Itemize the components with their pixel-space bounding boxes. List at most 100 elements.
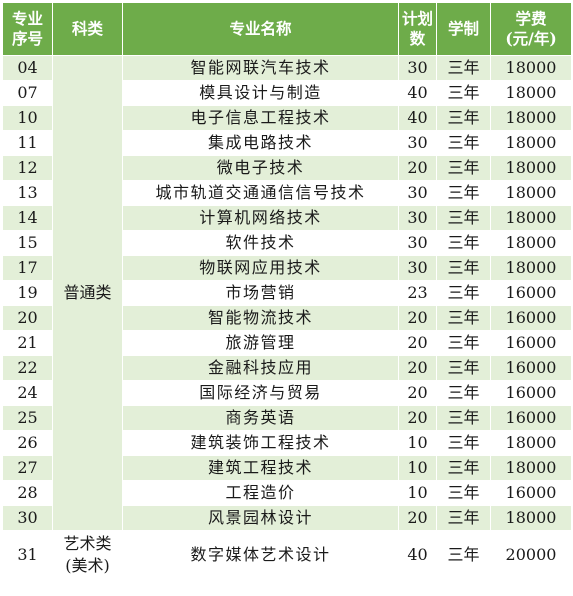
cell-major-id: 15 xyxy=(2,230,53,256)
enrollment-plan-table: 专业 序号 科类 专业名称 计划 数 学制 学费 (元/年) 04 普通类 智能网联… xyxy=(2,2,572,579)
header-major-id: 专业 序号 xyxy=(2,2,53,56)
cell-major-name: 物联网应用技术 xyxy=(122,255,399,281)
cell-tuition: 16000 xyxy=(490,355,572,381)
cell-major-id: 04 xyxy=(2,55,53,81)
cell-tuition: 16000 xyxy=(490,305,572,331)
cell-duration: 三年 xyxy=(436,55,491,81)
cell-plan-count: 20 xyxy=(398,405,437,431)
cell-plan-count: 20 xyxy=(398,330,437,356)
table-body: 04 普通类 智能网联汽车技术 30 三年 18000 07 模具设计与制造 40 三年 18000… xyxy=(2,55,572,579)
cell-major-id: 27 xyxy=(2,455,53,481)
cell-tuition: 18000 xyxy=(490,205,572,231)
table-row: 07 模具设计与制造 40 三年 18000 xyxy=(2,80,572,106)
table-row: 30 风景园林设计 20 三年 18000 xyxy=(2,505,572,531)
cell-plan-count: 30 xyxy=(398,130,437,156)
cell-plan-count: 30 xyxy=(398,230,437,256)
cell-tuition: 16000 xyxy=(490,380,572,406)
cell-plan-count: 30 xyxy=(398,180,437,206)
table-row: 15 软件技术 30 三年 18000 xyxy=(2,230,572,256)
cell-major-id: 13 xyxy=(2,180,53,206)
table-row: 21 旅游管理 20 三年 16000 xyxy=(2,330,572,356)
enrollment-table-container: 专业 序号 科类 专业名称 计划 数 学制 学费 (元/年) 04 普通类 智能网联… xyxy=(2,2,572,579)
cell-tuition: 18000 xyxy=(490,180,572,206)
header-tuition: 学费 (元/年) xyxy=(490,2,572,56)
table-row: 04 普通类 智能网联汽车技术 30 三年 18000 xyxy=(2,55,572,531)
cell-tuition: 16000 xyxy=(490,330,572,356)
cell-plan-count: 10 xyxy=(398,430,437,456)
cell-tuition: 18000 xyxy=(490,455,572,481)
cell-plan-count: 20 xyxy=(398,355,437,381)
cell-tuition: 20000 xyxy=(490,530,572,579)
cell-tuition: 18000 xyxy=(490,230,572,256)
table-row: 24 国际经济与贸易 20 三年 16000 xyxy=(2,380,572,406)
cell-category-general: 普通类 xyxy=(52,55,123,531)
cell-duration: 三年 xyxy=(436,255,491,281)
cell-major-id: 10 xyxy=(2,105,53,131)
category-art-line1: 艺术类 xyxy=(63,533,112,553)
table-row: 14 计算机网络技术 30 三年 18000 xyxy=(2,205,572,231)
table-row: 31 艺术类 (美术) 数字媒体艺术设计 40 三年 20000 xyxy=(2,530,572,579)
cell-major-name: 智能物流技术 xyxy=(122,305,399,331)
cell-plan-count: 40 xyxy=(398,530,437,579)
cell-tuition: 18000 xyxy=(490,505,572,531)
cell-duration: 三年 xyxy=(436,80,491,106)
cell-major-id: 11 xyxy=(2,130,53,156)
cell-major-name: 金融科技应用 xyxy=(122,355,399,381)
table-row: 22 金融科技应用 20 三年 16000 xyxy=(2,355,572,381)
cell-tuition: 16000 xyxy=(490,280,572,306)
cell-major-name: 计算机网络技术 xyxy=(122,205,399,231)
header-category: 科类 xyxy=(52,2,123,56)
cell-major-id: 28 xyxy=(2,480,53,506)
cell-major-name: 软件技术 xyxy=(122,230,399,256)
cell-major-name: 商务英语 xyxy=(122,405,399,431)
header-plan-count: 计划 数 xyxy=(398,2,437,56)
cell-major-id: 20 xyxy=(2,305,53,331)
cell-plan-count: 40 xyxy=(398,80,437,106)
cell-major-id: 21 xyxy=(2,330,53,356)
cell-duration: 三年 xyxy=(436,480,491,506)
cell-plan-count: 10 xyxy=(398,480,437,506)
cell-plan-count: 30 xyxy=(398,205,437,231)
cell-major-id: 24 xyxy=(2,380,53,406)
header-major-name: 专业名称 xyxy=(122,2,399,56)
cell-tuition: 18000 xyxy=(490,155,572,181)
table-row: 25 商务英语 20 三年 16000 xyxy=(2,405,572,431)
cell-duration: 三年 xyxy=(436,130,491,156)
cell-major-name: 智能网联汽车技术 xyxy=(122,55,399,81)
cell-major-id: 17 xyxy=(2,255,53,281)
cell-plan-count: 20 xyxy=(398,380,437,406)
cell-major-name: 建筑装饰工程技术 xyxy=(122,430,399,456)
cell-major-id: 12 xyxy=(2,155,53,181)
table-row: 17 物联网应用技术 30 三年 18000 xyxy=(2,255,572,281)
cell-major-id: 31 xyxy=(2,530,53,579)
header-duration: 学制 xyxy=(436,2,491,56)
cell-tuition: 18000 xyxy=(490,80,572,106)
cell-tuition: 18000 xyxy=(490,105,572,131)
cell-tuition: 18000 xyxy=(490,255,572,281)
cell-major-name: 工程造价 xyxy=(122,480,399,506)
table-row: 28 工程造价 10 三年 16000 xyxy=(2,480,572,506)
cell-duration: 三年 xyxy=(436,330,491,356)
cell-major-id: 30 xyxy=(2,505,53,531)
cell-plan-count: 23 xyxy=(398,280,437,306)
cell-major-name: 电子信息工程技术 xyxy=(122,105,399,131)
cell-tuition: 16000 xyxy=(490,480,572,506)
cell-duration: 三年 xyxy=(436,280,491,306)
category-art-line2: (美术) xyxy=(65,555,110,575)
cell-tuition: 16000 xyxy=(490,405,572,431)
cell-tuition: 18000 xyxy=(490,55,572,81)
cell-major-name: 城市轨道交通通信信号技术 xyxy=(122,180,399,206)
table-row: 13 城市轨道交通通信信号技术 30 三年 18000 xyxy=(2,180,572,206)
cell-duration: 三年 xyxy=(436,180,491,206)
cell-duration: 三年 xyxy=(436,105,491,131)
table-row: 10 电子信息工程技术 40 三年 18000 xyxy=(2,105,572,131)
cell-duration: 三年 xyxy=(436,355,491,381)
cell-major-name: 模具设计与制造 xyxy=(122,80,399,106)
cell-category-art: 艺术类 (美术) xyxy=(52,530,123,579)
cell-major-id: 22 xyxy=(2,355,53,381)
table-row: 26 建筑装饰工程技术 10 三年 18000 xyxy=(2,430,572,456)
table-row: 27 建筑工程技术 10 三年 18000 xyxy=(2,455,572,481)
cell-duration: 三年 xyxy=(436,205,491,231)
cell-duration: 三年 xyxy=(436,430,491,456)
cell-plan-count: 10 xyxy=(398,455,437,481)
